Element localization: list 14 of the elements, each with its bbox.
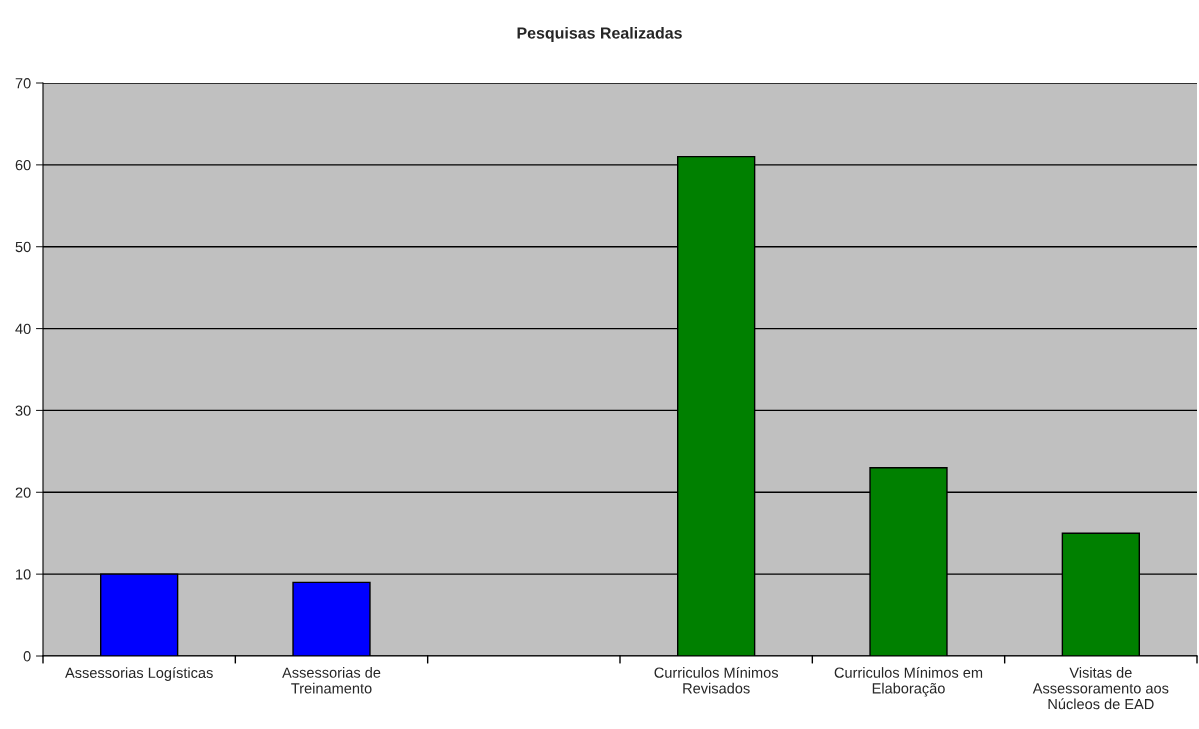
x-tick-label: Curriculos Mínimos em Elaboração <box>834 666 983 697</box>
y-tick-label: 0 <box>23 651 31 662</box>
y-tick-label: 70 <box>15 78 31 89</box>
y-tick-label: 50 <box>15 241 31 253</box>
y-tick-label: 30 <box>15 405 31 416</box>
x-tick-label: Visitas de Assessoramento aos Núcleos de EAD <box>1032 667 1169 710</box>
chart-title: Pesquisas Realizadas <box>517 27 682 42</box>
y-tick-label: 40 <box>15 323 31 334</box>
x-tick-label: Curriculos Mínimos Revisados <box>654 666 779 694</box>
y-tick-label: 20 <box>15 487 31 498</box>
x-tick-label: Assessorias de Treinamento <box>282 667 381 694</box>
y-tick-label: 60 <box>15 159 31 171</box>
x-tick-label: Assessorias Logísticas <box>65 667 213 681</box>
y-tick-label: 10 <box>16 569 31 580</box>
